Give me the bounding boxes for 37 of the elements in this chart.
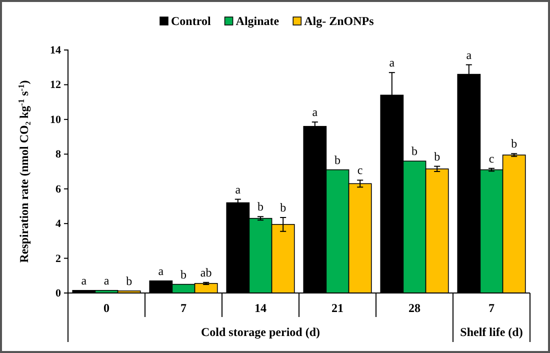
data-label: a	[235, 182, 242, 196]
data-label: c	[357, 163, 363, 178]
y-tick-label: 2	[56, 252, 62, 265]
x-tick-label: 21	[332, 301, 344, 315]
data-label: b	[412, 144, 418, 158]
y-tick-label: 6	[56, 183, 62, 196]
y-tick-label: 10	[50, 114, 62, 126]
y-tick-label: 8	[56, 148, 62, 161]
data-label: a	[312, 105, 318, 120]
data-label: b	[511, 136, 518, 151]
data-label: b	[180, 267, 186, 282]
x-tick-label: 28	[408, 301, 420, 315]
text: Shelf life (d)	[460, 325, 523, 339]
data-label: b	[126, 274, 132, 288]
y-tick-label: 0	[56, 288, 62, 300]
y-tick-label: 14	[50, 44, 62, 57]
data-label: a	[104, 273, 110, 288]
data-label: a	[389, 56, 396, 70]
x-tick-label: 7	[180, 301, 186, 315]
x-tick-label: 0	[104, 301, 110, 315]
data-label: b	[280, 200, 286, 214]
data-label: a	[466, 48, 472, 62]
y-tick-label: 12	[50, 79, 62, 92]
y-tick-label: 4	[56, 218, 62, 230]
x-tick-label: 14	[254, 301, 266, 315]
legend-label: Alginate	[236, 14, 280, 28]
x-tick-label: 7	[488, 301, 494, 315]
data-label: ab	[200, 265, 212, 280]
legend-label: Alg- ZnONPs	[304, 14, 374, 28]
legend-label: Control	[171, 14, 212, 28]
data-label: b	[334, 152, 340, 167]
data-label: a	[81, 273, 88, 288]
data-label: a	[158, 264, 164, 278]
x-axis-title: Cold storage period (d)	[201, 325, 320, 339]
data-label: b	[434, 149, 440, 164]
data-label: c	[488, 151, 494, 166]
data-label: b	[258, 200, 264, 214]
